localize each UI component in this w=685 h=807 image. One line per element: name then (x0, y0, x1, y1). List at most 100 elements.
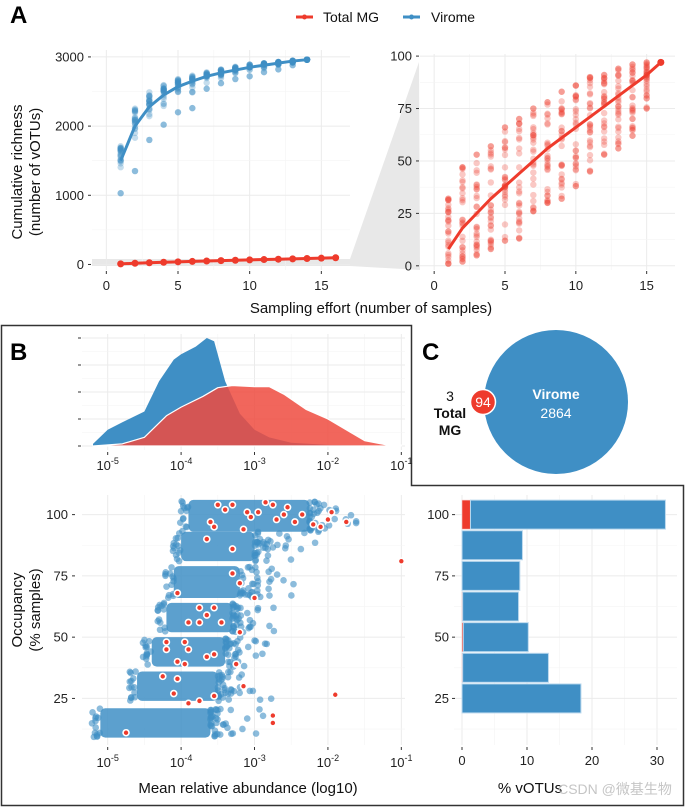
data-point-total-mg (572, 160, 580, 167)
data-point-total-mg (629, 104, 636, 112)
data-point-total-mg (501, 196, 509, 203)
watermark: CSDN @微基生物 (558, 781, 672, 797)
legend-key-dot-virome (409, 14, 414, 20)
data-point-total-mg (558, 162, 565, 170)
data-point-total-mg (180, 660, 189, 668)
data-point-virome (189, 104, 196, 112)
data-point-total-mg (269, 501, 277, 509)
venn-diagram: 94 Virome 2864 3 Total MG (434, 330, 628, 474)
data-point-total-mg (515, 188, 523, 195)
data-point-total-mg (586, 139, 594, 146)
data-point-total-mg (459, 216, 466, 224)
data-point-virome (174, 79, 182, 86)
data-point-total-mg (173, 675, 182, 683)
data-point-virome (219, 681, 227, 689)
data-point-total-mg (544, 99, 551, 106)
venn-label-virome: Virome (532, 386, 579, 402)
data-point-total-mg (586, 129, 594, 136)
data-point-virome (117, 146, 124, 153)
y-tick-label: 50 (54, 630, 68, 645)
x-tick-label: 20 (585, 753, 599, 768)
data-point-total-mg (445, 208, 452, 215)
data-point-virome (252, 652, 260, 659)
data-point-total-mg (280, 510, 288, 519)
data-point-total-mg (629, 127, 636, 134)
data-point-virome (156, 626, 164, 634)
data-point-virome (160, 85, 167, 92)
data-point-total-mg (629, 66, 636, 74)
data-point-total-mg (228, 569, 237, 578)
data-point-virome (117, 145, 124, 152)
data-point-virome (234, 646, 242, 654)
data-point-total-mg (184, 699, 193, 708)
data-point-virome (174, 78, 182, 86)
x-tick-label: 10 (520, 753, 534, 768)
data-point-total-mg (473, 203, 480, 211)
data-point-total-mg (487, 245, 495, 253)
data-point-total-mg (558, 98, 565, 105)
data-point-virome (160, 85, 167, 93)
data-point-total-mg (643, 77, 650, 85)
data-point-total-mg (629, 109, 636, 117)
data-point-total-mg (473, 244, 480, 251)
data-point-virome (174, 77, 182, 84)
data-point-total-mg (544, 139, 551, 146)
data-point-total-mg (473, 159, 480, 167)
data-point-virome (264, 545, 272, 553)
data-point-virome (244, 564, 252, 571)
data-point-virome (251, 538, 259, 546)
data-point-virome (117, 145, 124, 152)
data-point-virome (289, 62, 296, 69)
data-point-total-mg (515, 215, 523, 222)
data-point-total-mg (586, 90, 594, 97)
data-point-total-mg (600, 135, 608, 142)
data-point-total-mg (202, 652, 211, 661)
data-point-virome (290, 580, 297, 588)
data-point-virome (146, 98, 153, 105)
data-point-total-mg (558, 184, 565, 191)
data-point-total-mg (600, 79, 608, 87)
data-point-virome (260, 68, 268, 76)
data-point-total-mg (236, 579, 244, 588)
data-point-total-mg (629, 124, 636, 132)
data-point-total-mg (558, 179, 565, 187)
data-point-virome (237, 604, 244, 612)
data-point-total-mg (459, 177, 466, 184)
data-point-total-mg (572, 141, 580, 148)
data-point-total-mg (332, 254, 340, 262)
data-point-total-mg (530, 131, 537, 139)
data-point-virome (226, 662, 233, 670)
data-point-virome (256, 593, 264, 601)
density-area-total-mg (92, 384, 402, 447)
data-point-total-mg (629, 69, 636, 76)
data-point-total-mg (246, 256, 254, 264)
data-point-virome (306, 499, 314, 506)
legend-item-virome: Virome (403, 9, 475, 25)
data-point-virome (320, 501, 328, 509)
data-point-total-mg (122, 728, 130, 737)
data-point-virome (217, 80, 225, 87)
data-point-total-mg (459, 171, 466, 178)
data-point-total-mg (544, 162, 551, 169)
data-point-total-mg (260, 256, 268, 264)
data-point-total-mg (515, 115, 523, 123)
data-point-virome (174, 88, 182, 95)
data-point-total-mg (530, 146, 537, 153)
data-point-total-mg (473, 230, 480, 237)
data-point-virome (236, 689, 243, 697)
data-point-virome (311, 498, 318, 506)
data-point-total-mg (600, 92, 608, 100)
data-point-total-mg (487, 214, 495, 222)
data-point-total-mg (291, 518, 299, 526)
data-point-virome (179, 499, 186, 506)
data-point-virome (168, 564, 175, 571)
data-point-total-mg (188, 257, 196, 265)
x-tick-label: 10-2 (317, 753, 339, 770)
data-point-total-mg (324, 515, 332, 524)
data-point-virome (132, 668, 139, 675)
data-point-virome (160, 82, 167, 89)
data-point-total-mg (206, 518, 215, 526)
data-point-total-mg (473, 181, 480, 188)
x-tick-label: 15 (314, 278, 328, 293)
bar-virome (461, 683, 582, 714)
